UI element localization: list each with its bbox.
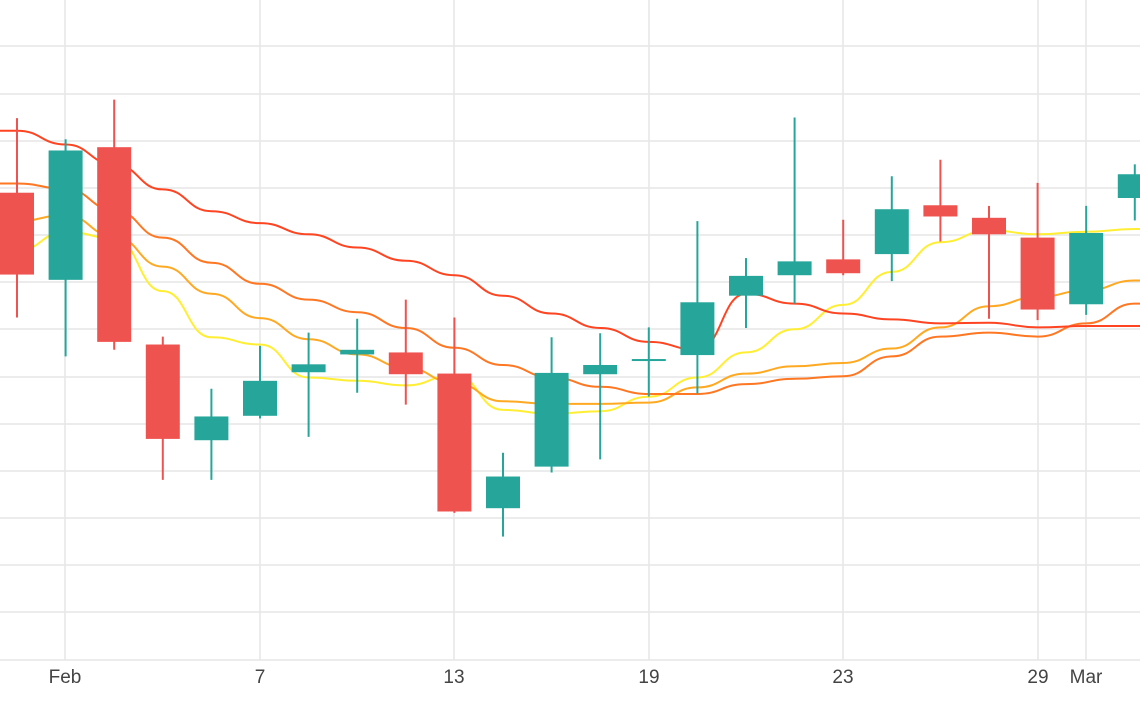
candle-body (729, 275, 763, 296)
candle (1117, 164, 1140, 221)
candle-body (291, 364, 326, 373)
candle (97, 99, 132, 350)
candle (291, 332, 326, 437)
candle (777, 117, 812, 304)
candle-body (1069, 232, 1104, 305)
moving-average-line-4 (0, 129, 1140, 351)
candle (826, 219, 861, 276)
candle-body (437, 373, 472, 512)
candle (1069, 205, 1104, 315)
candle (0, 118, 34, 318)
candle-body (583, 364, 618, 375)
moving-average-line-1 (0, 228, 1140, 415)
candle-body (1020, 237, 1055, 310)
candle-body (826, 259, 861, 274)
candle (486, 452, 520, 537)
candle (437, 317, 472, 513)
candle (583, 333, 618, 460)
candle (243, 345, 277, 419)
candle-body (874, 209, 909, 255)
candle (194, 388, 229, 480)
x-tick-label: Mar (1070, 667, 1103, 688)
x-tick-label: Feb (49, 667, 82, 688)
candle-body (680, 302, 715, 356)
candle-body (923, 205, 958, 217)
candle-body (972, 217, 1006, 235)
x-axis-ticks: Feb 7 13 19 23 29 Mar (49, 667, 1103, 688)
candle-body (777, 261, 812, 276)
candle (923, 159, 958, 242)
candle (680, 221, 715, 394)
candle (145, 336, 180, 480)
x-tick-label: 7 (255, 667, 266, 688)
candle-body (243, 380, 277, 416)
grid (0, 0, 1140, 661)
candle-body (97, 147, 132, 342)
candle-body (340, 349, 375, 355)
candle (48, 139, 83, 357)
x-tick-label: 23 (832, 667, 853, 688)
candle (631, 327, 666, 397)
candle (729, 258, 763, 329)
candle-body (194, 416, 229, 441)
x-tick-label: 13 (443, 667, 464, 688)
candle-body (145, 344, 180, 439)
candle-body (0, 192, 34, 275)
candles (0, 99, 1140, 537)
candle-body (534, 372, 569, 467)
candle-body (631, 359, 666, 362)
candle-body (1117, 174, 1140, 198)
x-tick-label: 19 (638, 667, 659, 688)
candle (388, 299, 423, 405)
candle-body (48, 150, 83, 280)
candle-body (486, 476, 520, 509)
candle (340, 318, 375, 393)
candle (874, 176, 909, 282)
candle-body (388, 352, 423, 375)
candle (1020, 182, 1055, 321)
x-tick-label: 29 (1027, 667, 1048, 688)
candle (972, 205, 1006, 319)
candle (534, 337, 569, 473)
